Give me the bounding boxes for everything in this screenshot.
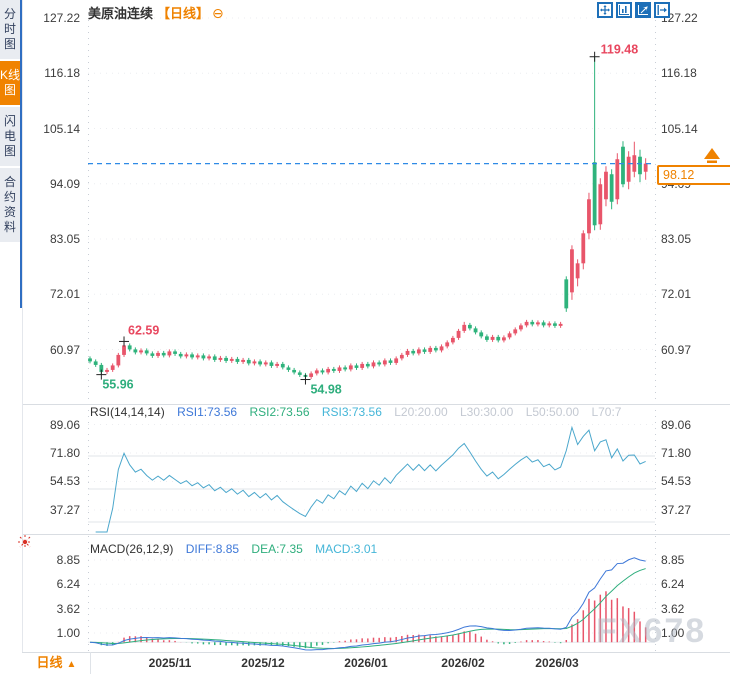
chart-title-row: 美原油连续 【日线】 ⊖ <box>88 3 224 21</box>
scale-axis-icon <box>638 5 648 15</box>
date-axis-label: 2026/02 <box>441 656 485 670</box>
price-axis-label: 116.18 <box>661 66 697 81</box>
macd-axis-label: 6.24 <box>661 577 685 592</box>
rsi-l20-value: L20:20.00 <box>394 405 448 419</box>
rsi-axis-label: 71.80 <box>661 445 692 460</box>
macd-axis-label: 3.62 <box>661 601 685 616</box>
current-price-tag: 98.12 <box>657 165 730 185</box>
rsi-axis-label: 37.27 <box>49 502 80 517</box>
rsi-title: RSI(14,14,14) <box>90 405 165 419</box>
macd-value: MACD:3.01 <box>315 542 378 556</box>
live-indicator-icon <box>18 535 32 549</box>
period-tab-label: 日线 <box>36 655 63 670</box>
macd-axis-label: 3.62 <box>56 601 80 616</box>
fit-axis-button[interactable] <box>616 2 632 18</box>
rsi-axis-label: 54.53 <box>661 474 692 489</box>
period-tab-arrow-icon: ▲ <box>66 659 77 670</box>
pan-right-icon <box>657 5 667 15</box>
rsi2-value: RSI2:73.56 <box>249 405 310 419</box>
period-tag: 【日线】 <box>157 6 210 21</box>
rsi-l30-value: L30:30.00 <box>459 405 514 419</box>
rsi3-value: RSI3:73.56 <box>321 405 382 419</box>
price-axis-label: 105.14 <box>43 121 80 136</box>
price-annotation: 54.98 <box>310 383 341 397</box>
sidebar-item-contract-info[interactable]: 合约资料 <box>0 168 20 242</box>
price-annotation: 55.96 <box>102 378 133 392</box>
price-annotation: 119.48 <box>601 43 639 57</box>
price-axis-label: 83.05 <box>661 232 692 247</box>
date-axis-label: 2026/03 <box>535 656 579 670</box>
date-axis-label: 2025/11 <box>148 656 192 670</box>
sidebar-accent-line <box>20 0 22 308</box>
macd-axis-label: 8.85 <box>56 553 80 567</box>
rsi-l70-value: L70:7 <box>591 405 622 419</box>
rsi-axis-label: 89.06 <box>49 417 80 432</box>
scale-axis-button[interactable] <box>635 2 651 18</box>
fit-axis-icon <box>619 5 629 15</box>
rsi-axis-label: 54.53 <box>49 474 80 489</box>
pan-right-button[interactable] <box>654 2 670 18</box>
sidebar-item-flash-chart[interactable]: 闪电图 <box>0 107 20 166</box>
price-axis-label: 72.01 <box>661 287 692 302</box>
rsi-axis-label: 71.80 <box>49 445 80 460</box>
sidebar-divider <box>22 0 23 674</box>
bottom-axis-strip <box>0 652 730 674</box>
price-annotation: 62.59 <box>128 323 159 337</box>
chart-toolbar <box>597 2 670 18</box>
price-axis-label: 116.18 <box>44 66 80 81</box>
macd-header: MACD(26,12,9) DIFF:8.85 DEA:7.35 MACD:3.… <box>90 542 386 556</box>
macd-dea-value: DEA:7.35 <box>251 542 303 556</box>
rsi-header: RSI(14,14,14) RSI1:73.56 RSI2:73.56 RSI3… <box>90 405 630 419</box>
sidebar-item-kline-chart[interactable]: K线图 <box>0 61 20 105</box>
price-axis-label: 127.22 <box>661 11 698 25</box>
period-selector-tab[interactable]: 日线 ▲ <box>23 652 91 674</box>
rsi-l50-value: L50:50.00 <box>525 405 580 419</box>
rsi-axis-label: 37.27 <box>661 502 692 517</box>
symbol-title: 美原油连续 <box>88 6 154 21</box>
sidebar-item-time-chart[interactable]: 分时图 <box>0 0 20 59</box>
move-tool-button[interactable] <box>597 2 613 18</box>
rsi-axis-label: 89.06 <box>661 417 692 432</box>
date-axis-label: 2026/01 <box>344 656 388 670</box>
price-axis-label: 60.97 <box>661 342 692 357</box>
sidebar: 分时图 K线图 闪电图 合约资料 <box>0 0 22 674</box>
price-axis-label: 127.22 <box>43 11 80 25</box>
price-axis-label: 83.05 <box>49 232 80 247</box>
macd-axis-label: 8.85 <box>661 553 685 567</box>
date-axis-label: 2025/12 <box>241 656 285 670</box>
price-axis-label: 72.01 <box>49 287 80 302</box>
rsi1-value: RSI1:73.56 <box>177 405 238 419</box>
macd-axis-label: 1.00 <box>661 625 685 640</box>
move-icon <box>600 5 610 15</box>
macd-diff-value: DIFF:8.85 <box>185 542 240 556</box>
price-axis-label: 105.14 <box>661 121 698 136</box>
collapse-icon[interactable]: ⊖ <box>212 5 224 21</box>
macd-title: MACD(26,12,9) <box>90 542 174 556</box>
macd-axis-label: 1.00 <box>56 625 80 640</box>
price-axis-label: 60.97 <box>49 342 80 357</box>
macd-axis-label: 6.24 <box>56 577 80 592</box>
price-axis-label: 94.09 <box>49 176 80 191</box>
price-up-arrow-icon <box>704 148 720 163</box>
